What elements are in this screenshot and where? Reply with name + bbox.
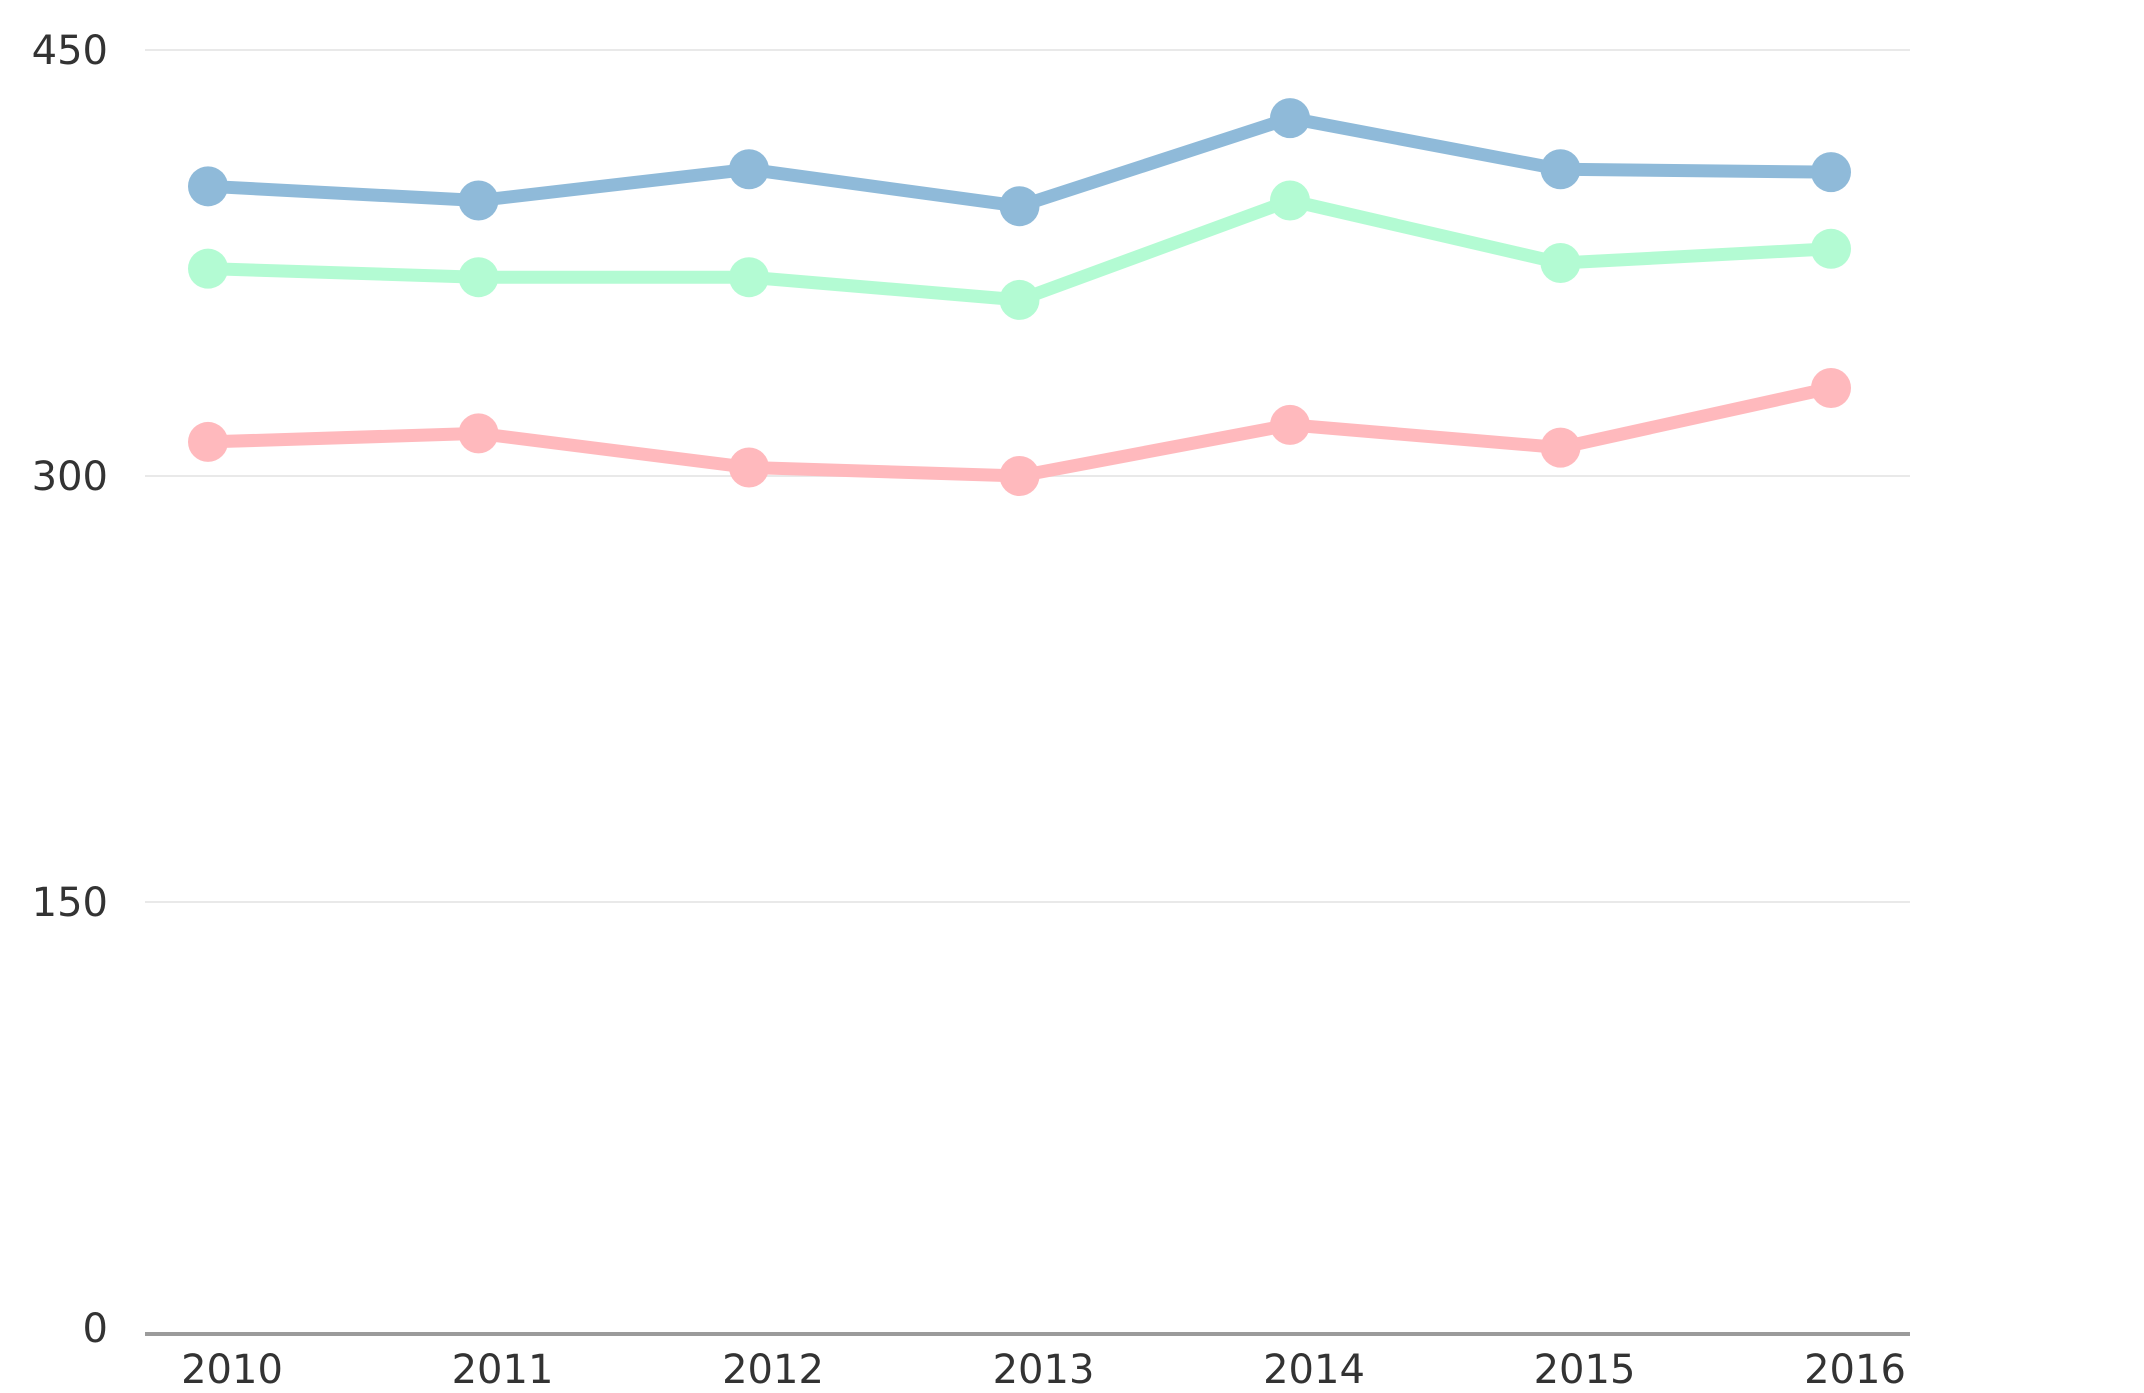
data-point [999, 456, 1040, 496]
data-point [188, 248, 228, 289]
data-point [729, 149, 769, 190]
y-tick-label: 150 [32, 880, 108, 926]
x-axis-tick-labels: 2010 2011 2012 2013 2014 2015 2016 [181, 1347, 1906, 1393]
x-tick-label: 2010 [181, 1347, 283, 1393]
y-tick-label: 450 [32, 28, 108, 74]
data-point [458, 257, 499, 298]
data-point [1811, 152, 1851, 193]
x-tick-label: 2013 [993, 1347, 1095, 1393]
x-tick-label: 2016 [1804, 1347, 1906, 1393]
data-point [1270, 404, 1310, 445]
y-tick-label: 0 [83, 1306, 108, 1352]
y-axis-tick-labels: 0 150 300 450 [32, 28, 108, 1352]
data-point [1811, 228, 1851, 269]
series-2 [188, 367, 1851, 496]
x-tick-label: 2014 [1263, 1347, 1365, 1393]
series-group [188, 98, 1851, 496]
data-point [729, 447, 769, 488]
data-point [188, 421, 228, 462]
series-0 [188, 98, 1851, 227]
data-point [1540, 149, 1581, 190]
data-point [999, 279, 1040, 320]
x-tick-label: 2012 [722, 1347, 824, 1393]
data-point [1540, 243, 1581, 283]
data-point [999, 186, 1040, 227]
data-point [1270, 180, 1310, 221]
data-point [1540, 427, 1581, 468]
data-point [1270, 98, 1310, 139]
data-point [1811, 367, 1851, 408]
data-point [458, 413, 499, 454]
data-point [458, 180, 499, 221]
data-point [188, 166, 228, 207]
y-tick-label: 300 [32, 454, 108, 500]
series-1 [188, 180, 1851, 320]
x-tick-label: 2015 [1534, 1347, 1636, 1393]
data-point [729, 257, 769, 298]
x-tick-label: 2011 [452, 1347, 554, 1393]
